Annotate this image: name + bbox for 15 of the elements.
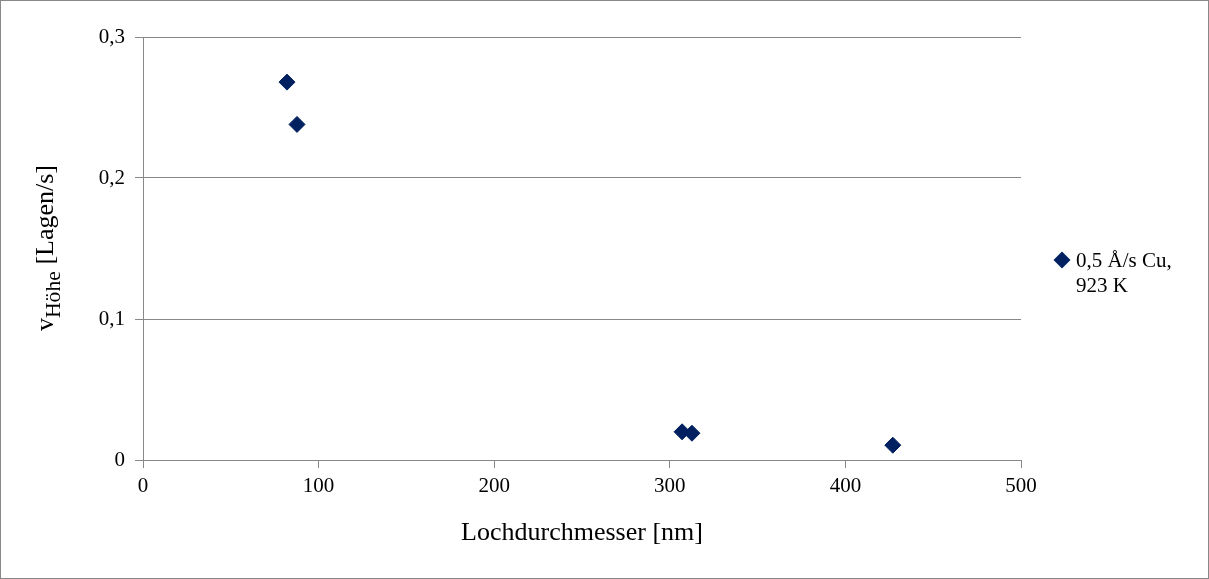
x-tick-label: 100	[302, 473, 335, 498]
y-tick-label: 0,2	[98, 164, 125, 189]
point	[288, 115, 306, 133]
point	[278, 73, 296, 91]
y-tick-label: 0,1	[98, 305, 125, 330]
x-tick-label: 400	[829, 473, 862, 498]
x-tick-label: 500	[1005, 473, 1037, 498]
y-tick-label: 0	[114, 446, 125, 471]
legend-label: 0,5 Å/s Cu, 923 K	[1076, 248, 1173, 298]
x-tick-label: 200	[478, 473, 510, 498]
y-tick-label: 0,3	[98, 23, 125, 48]
point	[884, 436, 902, 454]
x-tick-label: 0	[137, 473, 149, 498]
x-tick-label: 300	[654, 473, 686, 498]
x-axis-title: Lochdurchmesser [nm]	[460, 517, 704, 547]
